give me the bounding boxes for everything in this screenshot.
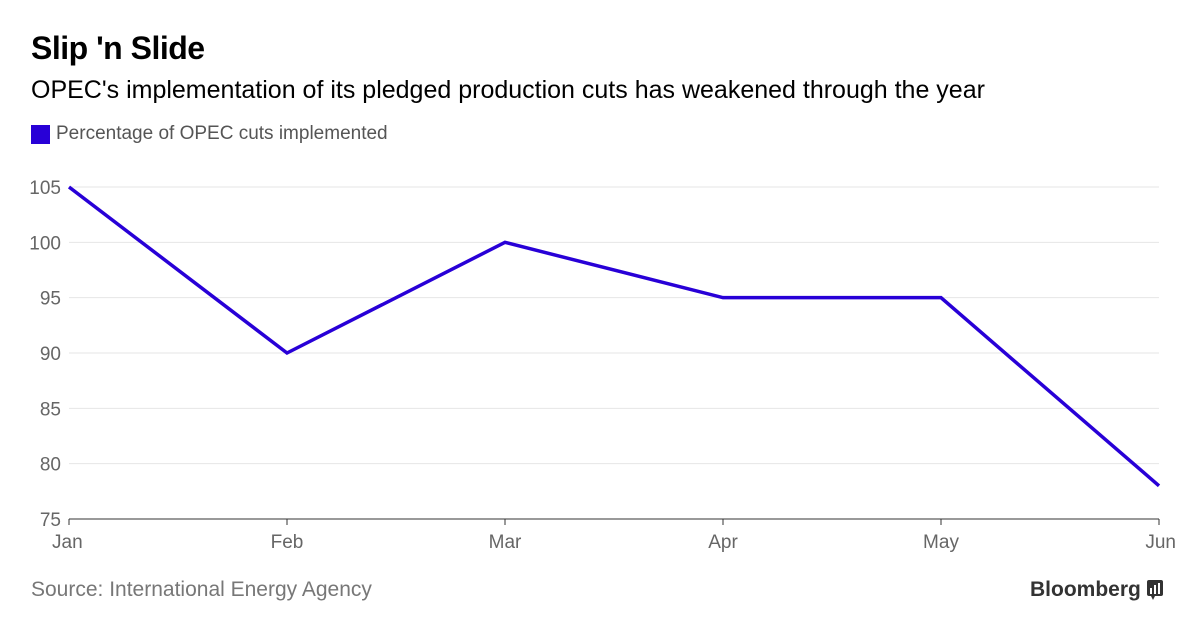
x-tick-label: Jan xyxy=(52,532,83,553)
y-tick-label: 100 xyxy=(29,233,61,254)
source-note: Source: International Energy Agency xyxy=(31,578,372,601)
legend: Percentage of OPEC cuts implemented xyxy=(31,123,388,145)
legend-swatch xyxy=(31,124,50,144)
x-tick-label: Mar xyxy=(489,532,522,553)
y-tick-label: 95 xyxy=(40,289,61,310)
y-tick-label: 75 xyxy=(40,510,61,531)
x-tick-label: May xyxy=(923,532,959,553)
y-tick-label: 105 xyxy=(29,178,61,199)
y-tick-label: 85 xyxy=(40,399,61,420)
legend-label: Percentage of OPEC cuts implemented xyxy=(56,123,388,144)
chart-subtitle: OPEC's implementation of its pledged pro… xyxy=(31,76,985,104)
y-tick-label: 80 xyxy=(40,455,61,476)
y-tick-label: 90 xyxy=(40,344,61,365)
brand-logo: Bloomberg xyxy=(1030,578,1163,602)
x-tick-label: Apr xyxy=(708,532,738,553)
x-tick-label: Feb xyxy=(271,532,304,553)
chart-title: Slip 'n Slide xyxy=(31,30,205,66)
bloomberg-terminal-icon xyxy=(1146,580,1163,600)
x-tick-label: Jun xyxy=(1145,532,1176,553)
series-line xyxy=(67,185,1161,488)
brand-name: Bloomberg xyxy=(1030,578,1141,601)
